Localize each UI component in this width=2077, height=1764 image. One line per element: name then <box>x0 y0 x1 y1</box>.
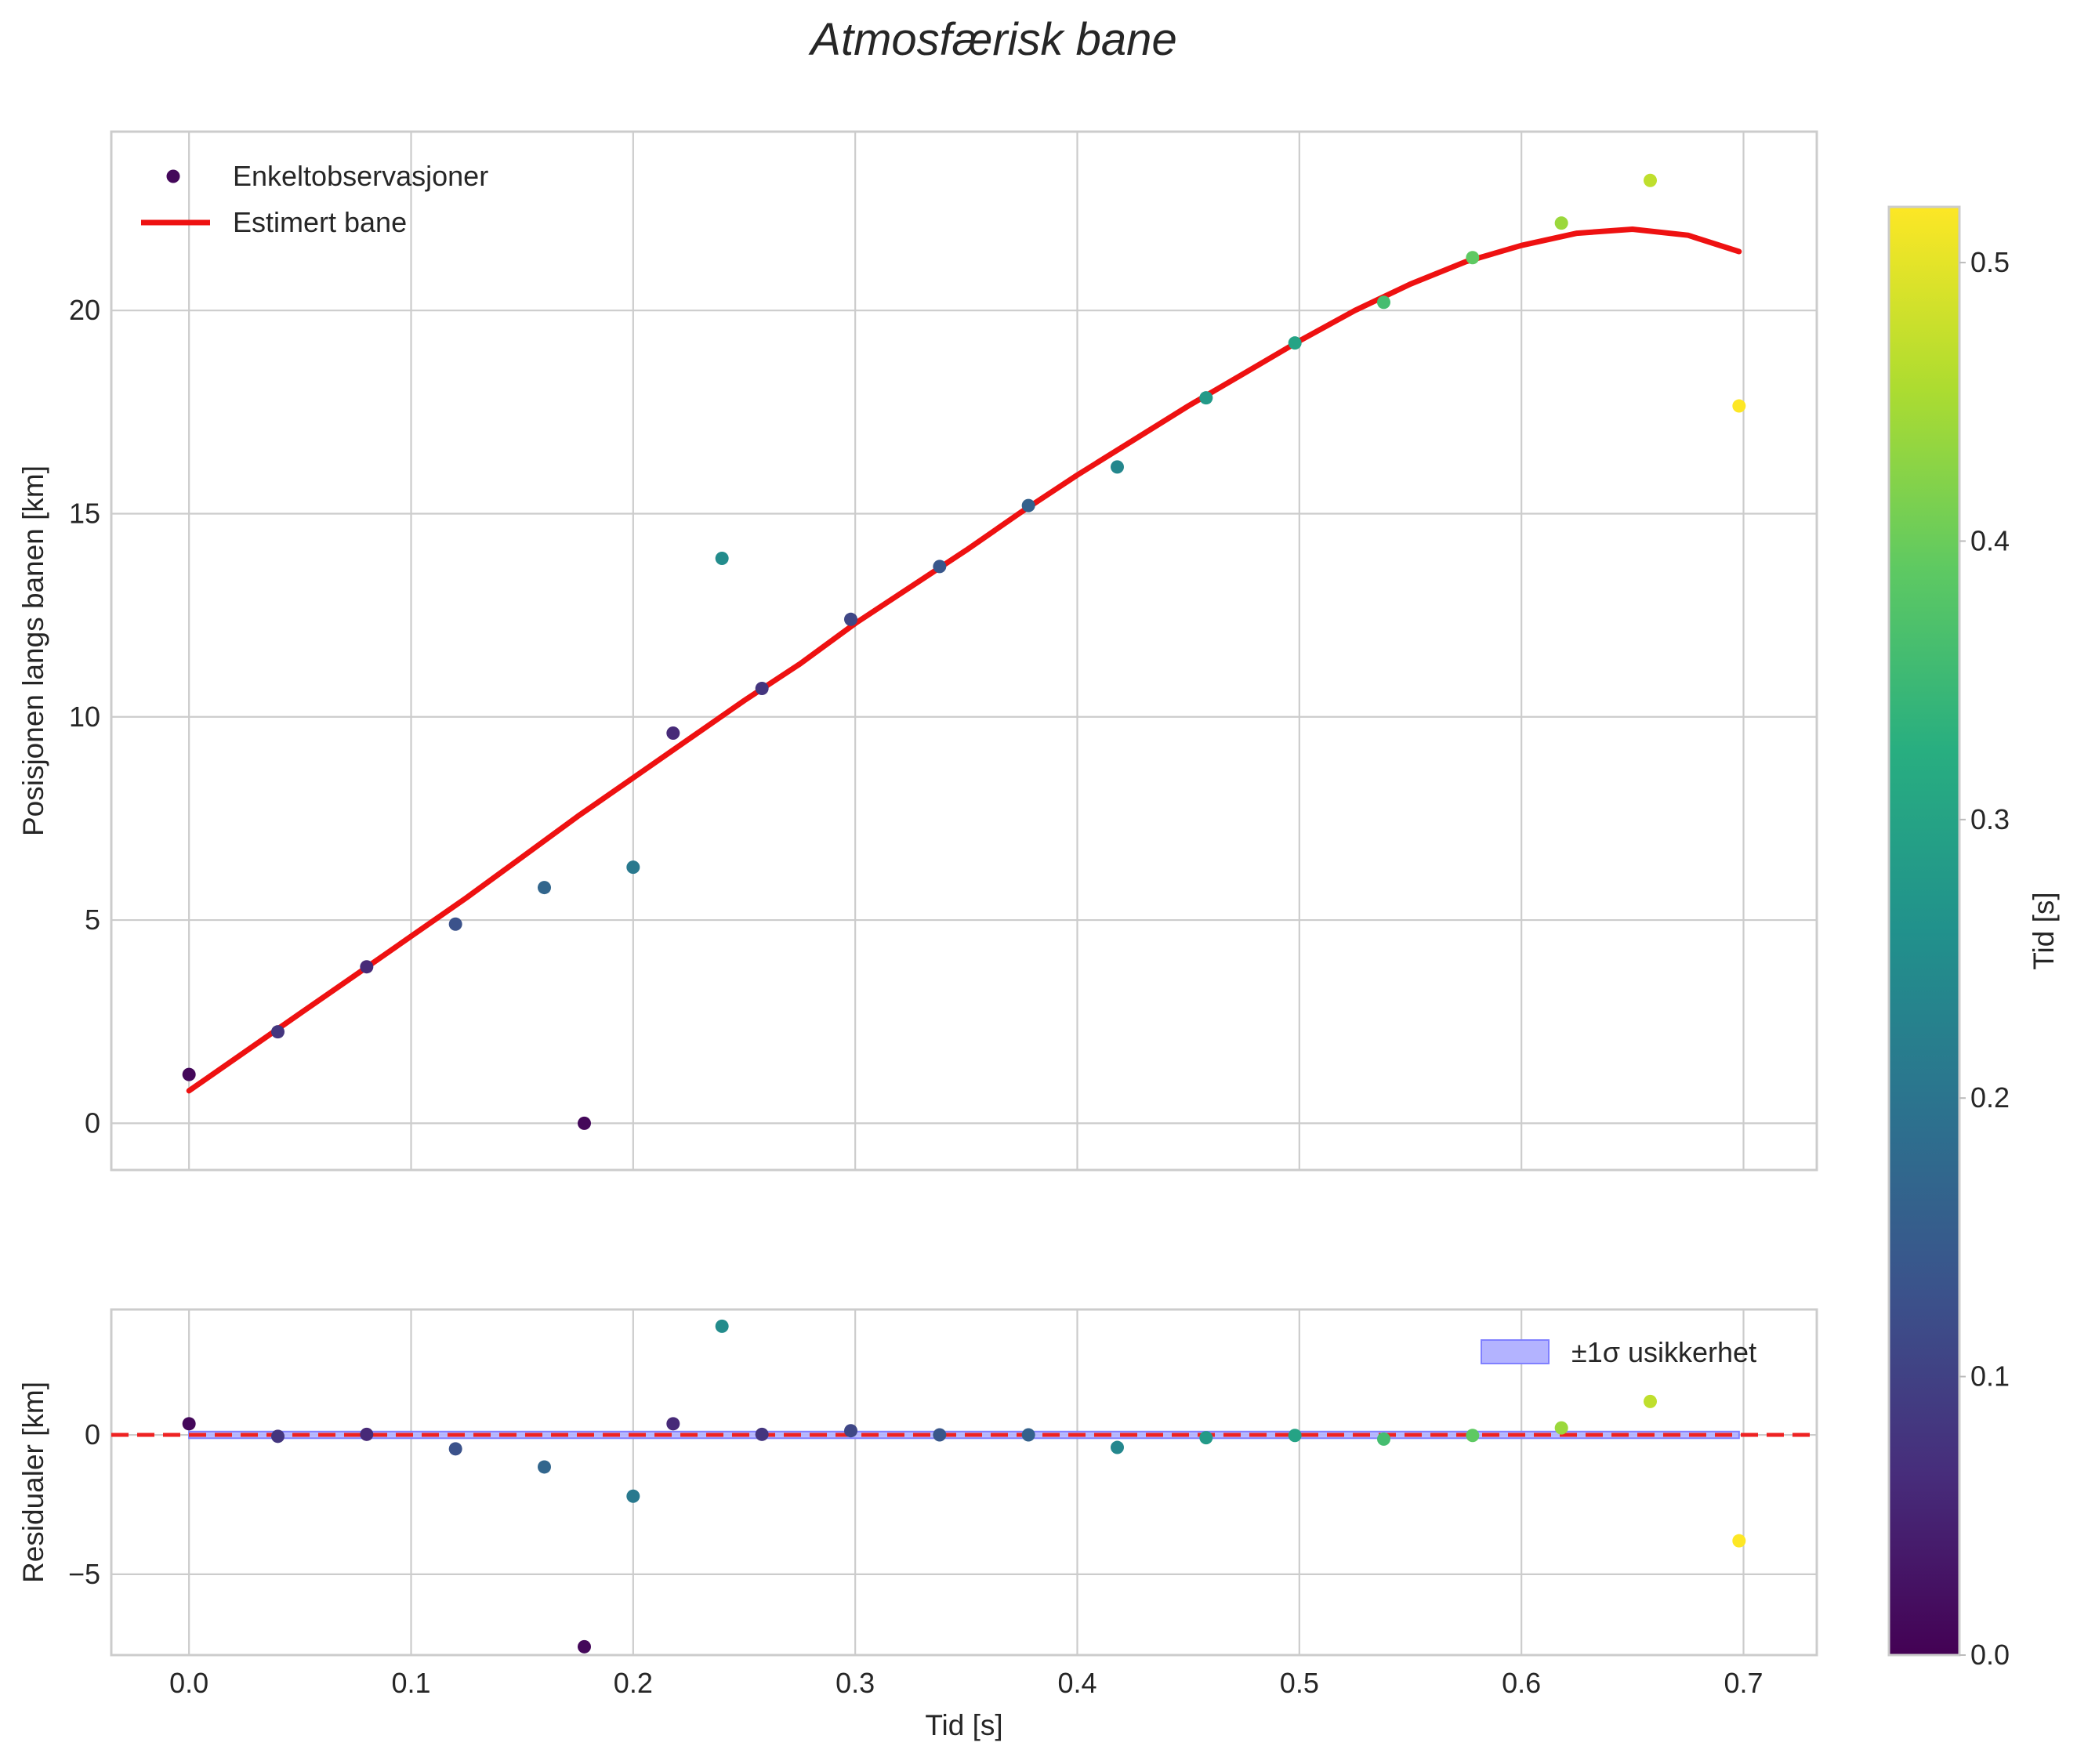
xtick-label: 0.6 <box>1502 1667 1541 1699</box>
main-ytick-label: 20 <box>69 294 100 326</box>
residual-point <box>844 1424 857 1438</box>
residual-ytick-label: −5 <box>68 1558 100 1590</box>
observation-point <box>1466 251 1480 265</box>
observation-point <box>933 560 947 574</box>
residual-ytick-label: 0 <box>85 1418 100 1451</box>
colorbar-tick-label: 0.3 <box>1970 803 2010 835</box>
main-plot: 0 5 10 15 20 Posisjonen langs banen [km] Enkel… <box>17 130 1818 1172</box>
observation-point <box>1644 173 1657 187</box>
residual-point <box>933 1428 947 1442</box>
observation-point <box>182 1067 196 1081</box>
residual-point <box>1554 1421 1568 1435</box>
observation-point <box>626 860 640 875</box>
residual-plot: −5 0 Residualer [km] ±1σ usikkerhet 0.0 0.1 0.… <box>17 1308 1818 1741</box>
residual-point <box>1111 1440 1124 1454</box>
residual-point <box>666 1417 680 1431</box>
observation-point <box>538 881 551 895</box>
xtick-label: 0.2 <box>614 1667 653 1699</box>
residual-point <box>755 1427 769 1441</box>
colorbar-tick-label: 0.0 <box>1970 1639 2010 1671</box>
residual-point <box>626 1489 640 1503</box>
residual-point <box>1377 1432 1390 1446</box>
main-frame <box>110 130 1818 1172</box>
colorbar-tick-label: 0.2 <box>1970 1081 2010 1114</box>
xtick-label: 0.3 <box>836 1667 875 1699</box>
residual-point <box>1466 1429 1480 1443</box>
legend-label-band: ±1σ usikkerhet <box>1571 1336 1756 1368</box>
legend-label-fit: Estimert bane <box>233 206 407 238</box>
observation-point <box>1021 498 1035 513</box>
residual-frame <box>110 1308 1818 1657</box>
legend-scatter-marker <box>166 169 180 183</box>
residual-point <box>1288 1429 1302 1443</box>
observation-point <box>1288 336 1302 350</box>
residual-point <box>1732 1534 1746 1548</box>
xtick-label: 0.0 <box>169 1667 208 1699</box>
residual-point <box>1199 1431 1213 1445</box>
main-ytick-label: 10 <box>69 701 100 733</box>
residual-point <box>1021 1428 1035 1442</box>
xtick-label: 0.5 <box>1280 1667 1319 1699</box>
observation-point <box>715 552 729 566</box>
legend-label-observations: Enkeltobservasjoner <box>233 160 488 192</box>
legend-band-marker <box>1481 1339 1550 1364</box>
observation-point <box>1111 460 1124 474</box>
residual-point <box>448 1442 462 1456</box>
residual-point <box>271 1429 285 1443</box>
observation-point <box>1732 399 1746 413</box>
observation-point <box>1377 295 1390 310</box>
colorbar-gradient <box>1887 205 1961 1657</box>
observation-point <box>755 681 769 695</box>
observation-point <box>666 726 680 741</box>
residual-point <box>360 1427 374 1441</box>
observation-point <box>844 612 857 626</box>
main-ytick-label: 0 <box>85 1107 100 1139</box>
residual-ylabel: Residualer [km] <box>17 1382 49 1583</box>
colorbar-tick-label: 0.5 <box>1970 246 2010 278</box>
xtick-label: 0.7 <box>1724 1667 1763 1699</box>
residual-point <box>578 1639 591 1654</box>
main-ytick-label: 5 <box>85 904 100 936</box>
observation-point <box>1554 216 1568 230</box>
colorbar: 0.0 0.1 0.2 0.3 0.4 0.5 Tid [s] <box>1887 205 2060 1671</box>
residual-point <box>715 1319 729 1333</box>
xtick-label: 0.4 <box>1057 1667 1096 1699</box>
observation-point <box>578 1116 591 1130</box>
xtick-label: 0.1 <box>391 1667 430 1699</box>
main-ylabel: Posisjonen langs banen [km] <box>17 465 49 836</box>
xlabel: Tid [s] <box>925 1709 1002 1741</box>
observation-point <box>448 917 462 931</box>
chart-title: Atmosfærisk bane <box>808 14 1176 65</box>
residual-point <box>1644 1394 1657 1408</box>
colorbar-tick-label: 0.1 <box>1970 1360 2010 1393</box>
fit-line <box>186 226 1742 1094</box>
colorbar-label: Tid [s] <box>2028 892 2060 969</box>
residual-point <box>182 1417 196 1431</box>
observation-point <box>360 960 374 974</box>
colorbar-tick-label: 0.4 <box>1970 524 2010 556</box>
observation-point <box>271 1025 285 1039</box>
residual-point <box>538 1460 551 1474</box>
observation-point <box>1199 391 1213 405</box>
uncertainty-band <box>188 1430 1740 1440</box>
main-ytick-label: 15 <box>69 497 100 529</box>
